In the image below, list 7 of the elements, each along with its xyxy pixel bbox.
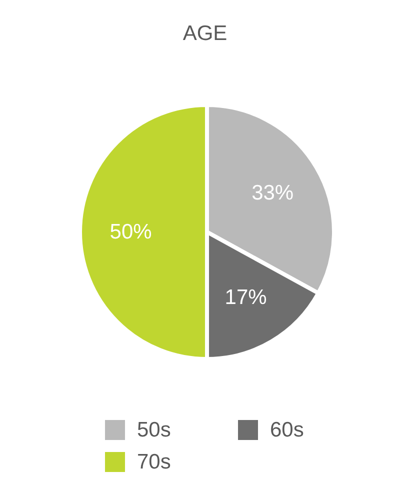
chart-title: AGE — [182, 22, 228, 45]
data-label: 50% — [110, 220, 152, 244]
legend-label: 50s — [137, 418, 171, 442]
data-label: 17% — [224, 286, 267, 310]
legend-label: 70s — [137, 450, 171, 474]
legend-label: 60s — [270, 418, 304, 442]
data-label: 33% — [252, 182, 294, 205]
